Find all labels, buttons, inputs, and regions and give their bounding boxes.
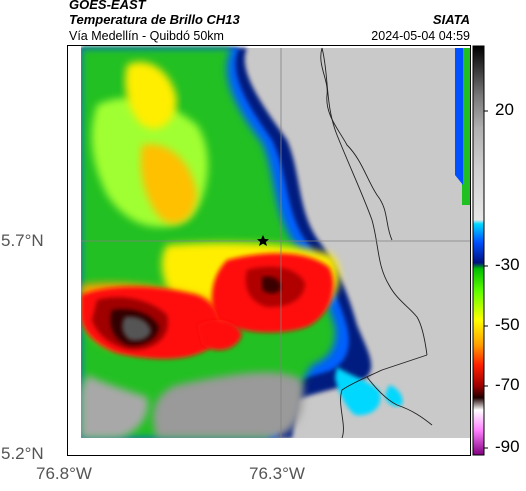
colorbar-label-m30: -30 (495, 255, 520, 274)
map-frame (67, 45, 471, 456)
map-panel (67, 45, 471, 456)
colorbar-label-20: 20 (495, 100, 514, 119)
lat-tick-label-5-7: 5.7°N (1, 231, 44, 250)
brightness-temperature-field (81, 48, 470, 438)
lon-tick-label-76-8: 76.8°W (36, 464, 92, 483)
boundary-lines (320, 47, 433, 439)
boundary-line-south (340, 354, 428, 439)
colorbar-label-m70: -70 (495, 375, 520, 394)
colorbar-gradient (472, 45, 485, 456)
satellite-name: GOES-EAST (69, 0, 146, 12)
timestamp-label: 2024-05-04 04:59 (371, 29, 470, 43)
boundary-line-north (320, 47, 393, 241)
lat-tick-label-5-2: 5.2°N (1, 444, 44, 463)
star-icon (257, 235, 269, 246)
organization-label: SIATA (432, 12, 470, 27)
product-title: Temperatura de Brillo CH13 (69, 12, 240, 27)
colorbar-label-m90: -90 (495, 437, 520, 456)
colorbar-label-m50: -50 (495, 315, 520, 334)
region-label: Vía Medellín - Quibdó 50km (69, 29, 224, 43)
colorbar (472, 45, 488, 456)
grid-lines (81, 48, 470, 438)
lon-tick-label-76-3: 76.3°W (249, 464, 305, 483)
boundary-line-branch (366, 376, 433, 426)
